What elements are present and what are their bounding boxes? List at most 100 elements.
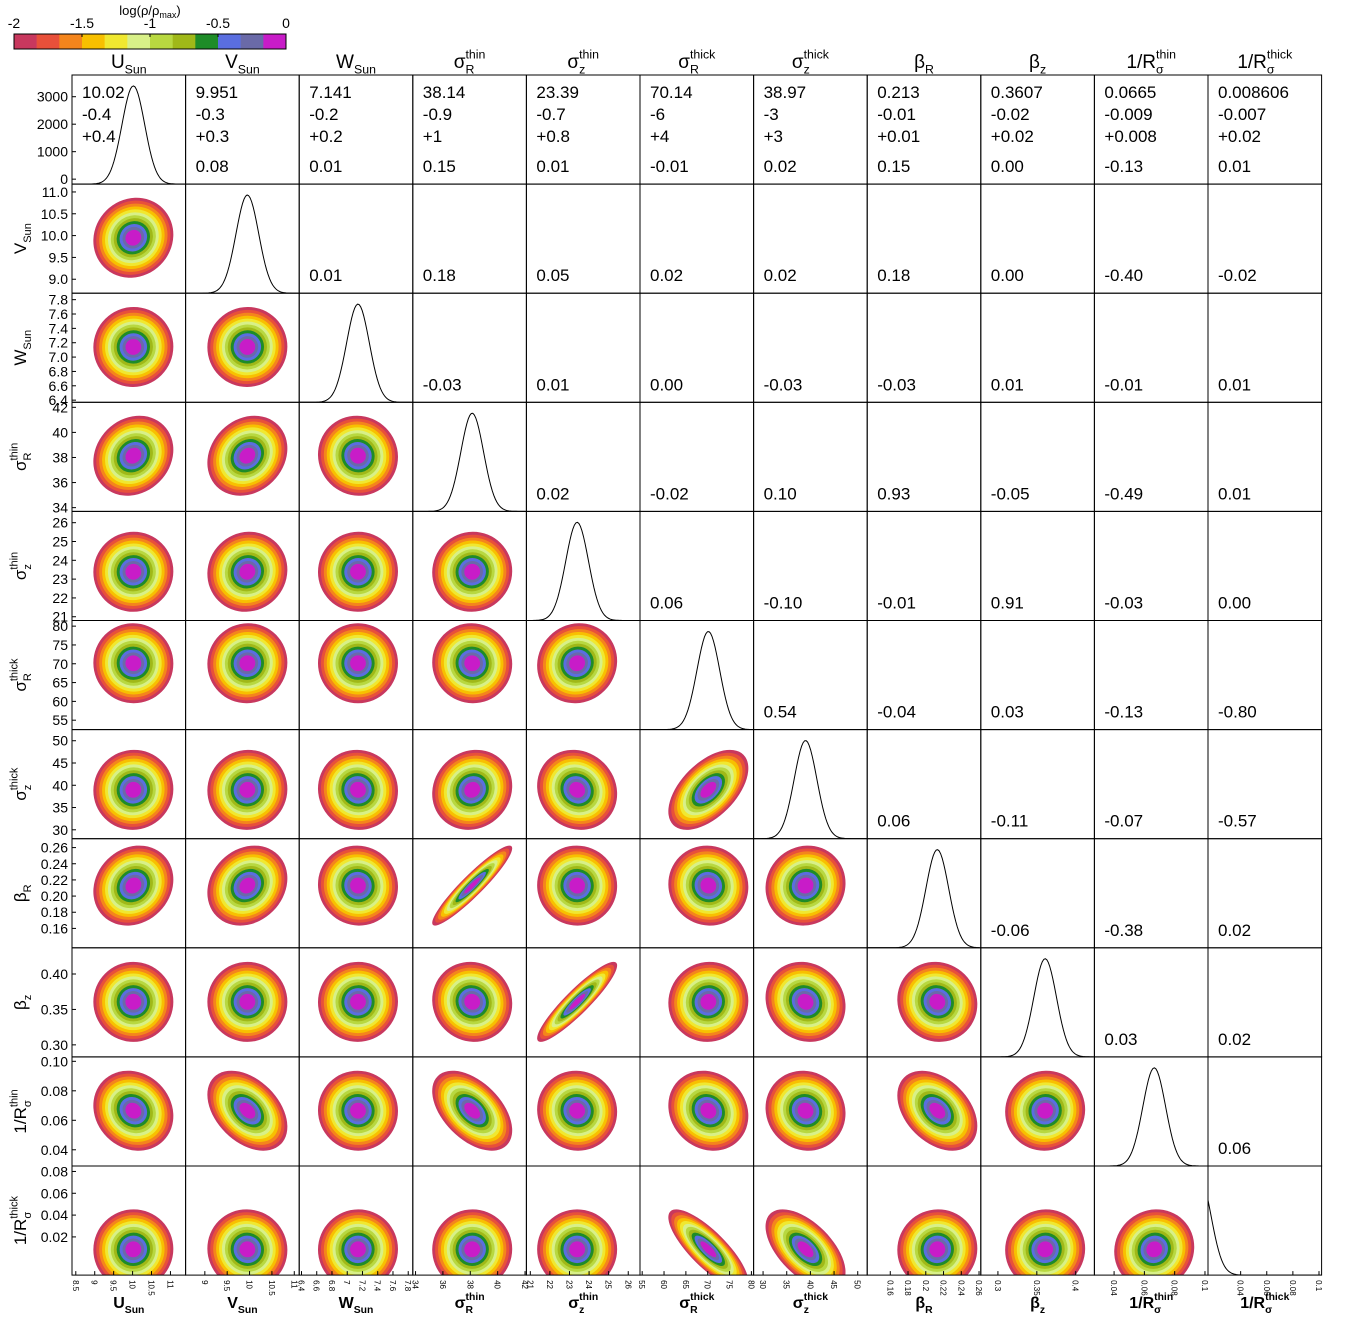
param-name-sub: R xyxy=(690,63,699,77)
x-tick-label: 36 xyxy=(438,1280,447,1289)
best-value: 0.008606 xyxy=(1218,83,1289,102)
y-tick-label: 0.04 xyxy=(41,1142,68,1158)
density-contour xyxy=(350,877,366,894)
correlation-label: -0.38 xyxy=(1104,921,1143,940)
correlation-label: -0.57 xyxy=(1218,812,1257,831)
density-contour xyxy=(350,1102,366,1119)
x-tick-label: 38 xyxy=(465,1280,474,1289)
y-tick-label: 11.0 xyxy=(42,184,68,200)
param-name: σzthick xyxy=(792,48,830,77)
histogram-panel xyxy=(185,194,299,294)
param-name-sup: thick xyxy=(9,658,21,681)
histogram xyxy=(867,849,980,948)
y-tick-label: 65 xyxy=(52,675,68,691)
density-panel xyxy=(432,531,513,612)
param-name-sup: thin xyxy=(466,1292,485,1303)
density-panel xyxy=(537,845,618,926)
correlation-label: 0.08 xyxy=(196,157,229,176)
best-value: 7.141 xyxy=(309,83,352,102)
colorbar-tick-label: 0 xyxy=(282,15,290,31)
correlation-label: 0.01 xyxy=(991,375,1024,394)
histogram xyxy=(412,412,526,512)
minus-error: -0.009 xyxy=(1104,105,1152,124)
minus-error: -0.007 xyxy=(1218,105,1266,124)
x-tick-label: 26 xyxy=(623,1280,632,1289)
y-tick-label: 0.18 xyxy=(41,904,68,920)
param-name: σRthick xyxy=(679,1292,714,1316)
correlation-label: 0.06 xyxy=(1218,1139,1251,1158)
param-name-sup: thick xyxy=(1265,1292,1289,1303)
param-name-base: β xyxy=(11,1000,30,1010)
y-tick-label: 7.4 xyxy=(49,320,69,336)
param-name-base: U xyxy=(113,1295,125,1312)
density-panel xyxy=(93,1209,174,1276)
param-name-sub: Sun xyxy=(22,330,34,350)
y-tick-label: 80 xyxy=(52,618,68,634)
x-tick-label: 60 xyxy=(659,1280,668,1289)
density-panel xyxy=(93,197,174,278)
panel-frame xyxy=(639,620,755,731)
density-panel xyxy=(668,845,749,926)
param-name-base: V xyxy=(225,52,238,73)
panel-frame xyxy=(185,183,300,294)
correlation-label: 0.18 xyxy=(877,266,910,285)
y-tick-label: 26 xyxy=(52,515,68,531)
colorbar-swatch xyxy=(59,34,83,49)
y-tick-label: 2000 xyxy=(37,116,68,132)
histogram xyxy=(526,521,639,621)
density-contour xyxy=(125,229,142,246)
y-tick-label: 0.35 xyxy=(41,1001,68,1017)
density-panel xyxy=(668,1209,749,1276)
param-name-sup: thick xyxy=(690,48,716,62)
param-name-sup: thin xyxy=(466,48,486,62)
x-tick-label: 40 xyxy=(493,1280,502,1289)
density-panel xyxy=(207,531,288,612)
density-contour xyxy=(125,781,142,798)
colorbar-swatch xyxy=(150,34,173,49)
best-value: 0.3607 xyxy=(991,83,1043,102)
param-name-sup: thin xyxy=(1156,48,1176,62)
density-contour xyxy=(1037,1102,1054,1119)
colorbar-label-sub: max xyxy=(159,10,177,20)
correlation-label: 0.02 xyxy=(1218,1030,1251,1049)
density-contour xyxy=(464,1241,481,1258)
density-panel xyxy=(537,623,618,704)
colorbar-swatch xyxy=(104,34,128,49)
minus-error: -6 xyxy=(650,105,665,124)
best-value: 0.0665 xyxy=(1104,83,1156,102)
density-panel xyxy=(317,749,398,830)
x-tick-label: 0.18 xyxy=(903,1280,912,1296)
minus-error: -0.9 xyxy=(423,105,452,124)
y-tick-label: 0.10 xyxy=(41,1053,68,1069)
y-tick-label: 70 xyxy=(52,656,68,672)
param-name-base: U xyxy=(111,52,125,73)
param-name-base: σ xyxy=(678,52,690,73)
param-name-sub: z xyxy=(804,1305,809,1316)
x-tick-label: 11 xyxy=(289,1280,298,1289)
y-tick-label: 0.08 xyxy=(41,1083,68,1099)
param-name: βR xyxy=(914,52,934,77)
density-panel xyxy=(668,1070,749,1151)
param-name: σzthin xyxy=(567,48,599,77)
x-tick-label: 21 xyxy=(525,1280,534,1289)
param-name: βR xyxy=(11,884,34,902)
param-name-sub: Sun xyxy=(354,1305,374,1316)
y-tick-label: 0.24 xyxy=(41,856,68,872)
plus-error: +0.008 xyxy=(1104,127,1156,146)
param-name-sub: Sun xyxy=(354,63,376,77)
param-name: σzthick xyxy=(9,767,35,801)
param-name: USun xyxy=(111,52,147,77)
correlation-label: 0.02 xyxy=(764,266,797,285)
correlation-label: 0.02 xyxy=(764,157,797,176)
density-contour xyxy=(239,655,256,672)
density-panel xyxy=(432,749,513,830)
correlation-label: 0.00 xyxy=(991,266,1024,285)
param-name: σzthick xyxy=(793,1292,828,1316)
density-panel xyxy=(93,1070,174,1151)
density-contour xyxy=(464,781,481,798)
histogram xyxy=(640,631,753,730)
y-tick-label: 9.0 xyxy=(49,271,69,287)
param-name-sup: thick xyxy=(690,1292,714,1303)
param-name-sub: z xyxy=(1040,63,1046,77)
